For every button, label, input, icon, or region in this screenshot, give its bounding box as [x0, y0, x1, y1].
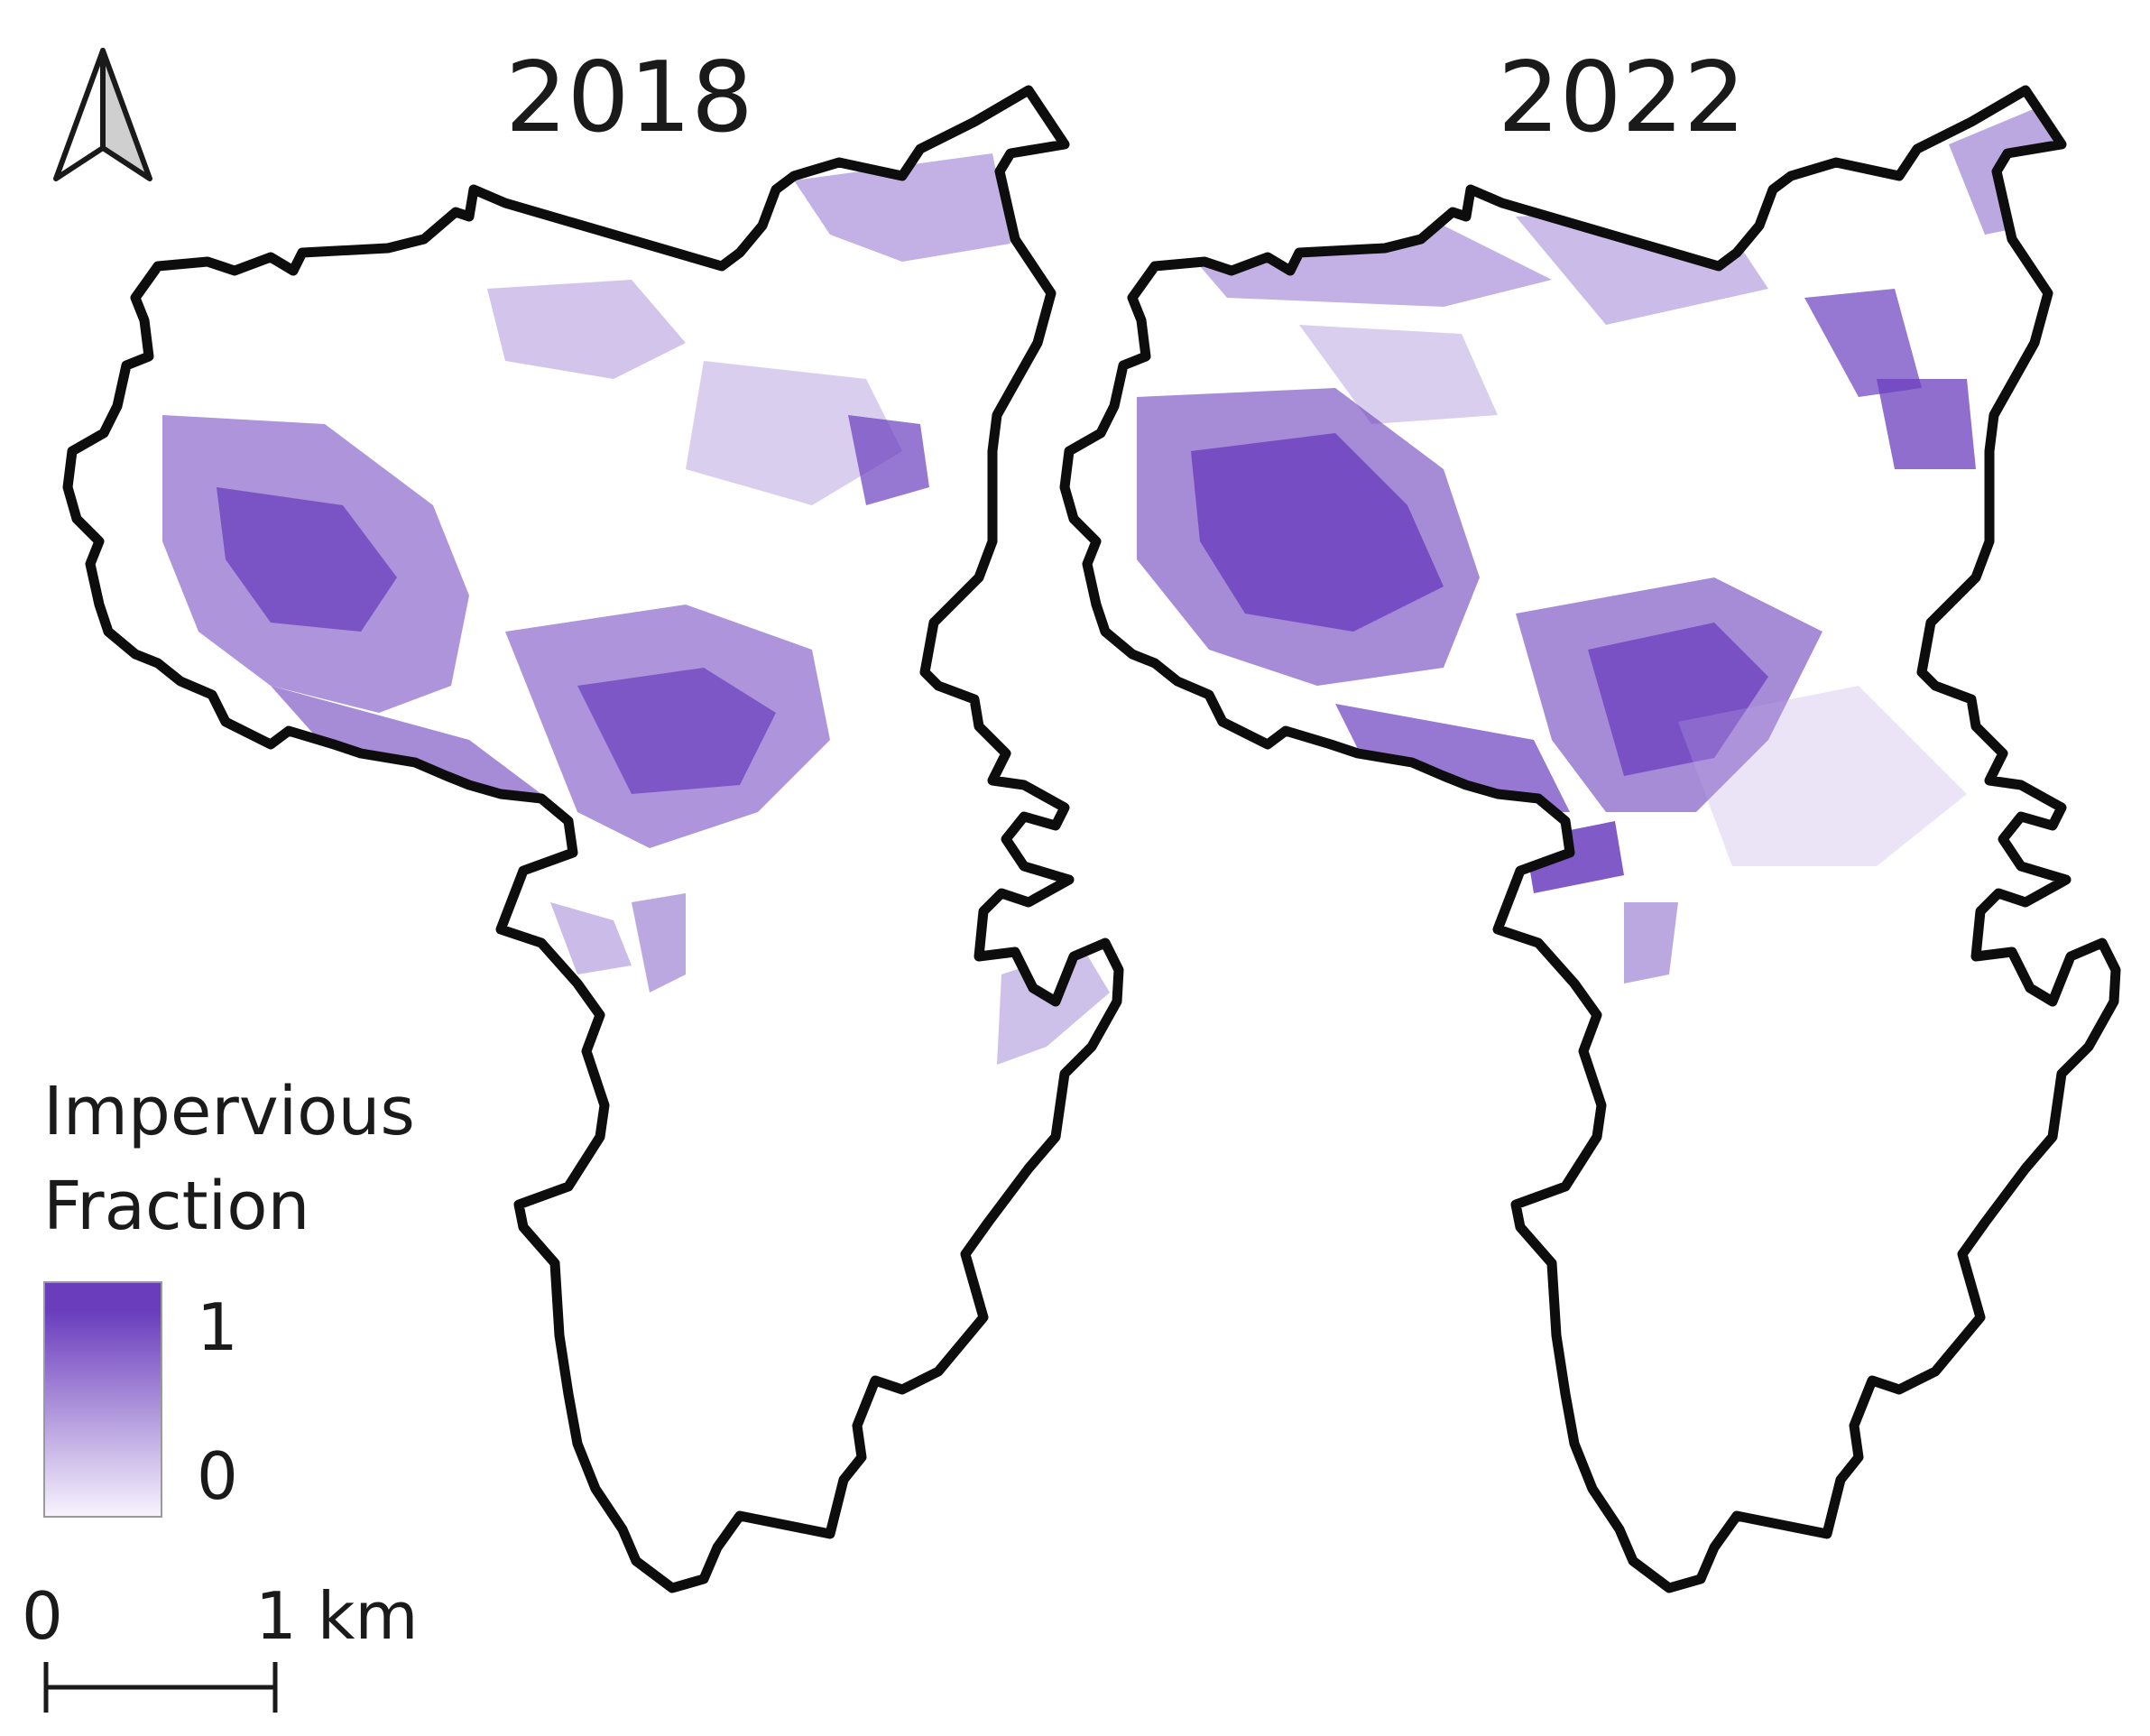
- scale-bar-end-label: 1 km: [255, 1578, 419, 1654]
- legend-min-label: 0: [197, 1438, 238, 1514]
- panel-title-2018: 2018: [505, 42, 753, 154]
- map-2022: [1065, 90, 2116, 1588]
- panel-title-2022: 2022: [1498, 42, 1746, 154]
- legend-max-label: 1: [197, 1289, 238, 1365]
- legend-title-line2: Fraction: [43, 1168, 310, 1245]
- scale-bar-start-label: 0: [22, 1578, 63, 1654]
- impervious-layer-2018: [162, 153, 1110, 1065]
- legend-color-ramp: [43, 1281, 162, 1518]
- north-arrow-icon: [53, 48, 152, 181]
- scale-bar: [43, 1662, 278, 1713]
- legend-title-line1: Impervious: [43, 1073, 415, 1150]
